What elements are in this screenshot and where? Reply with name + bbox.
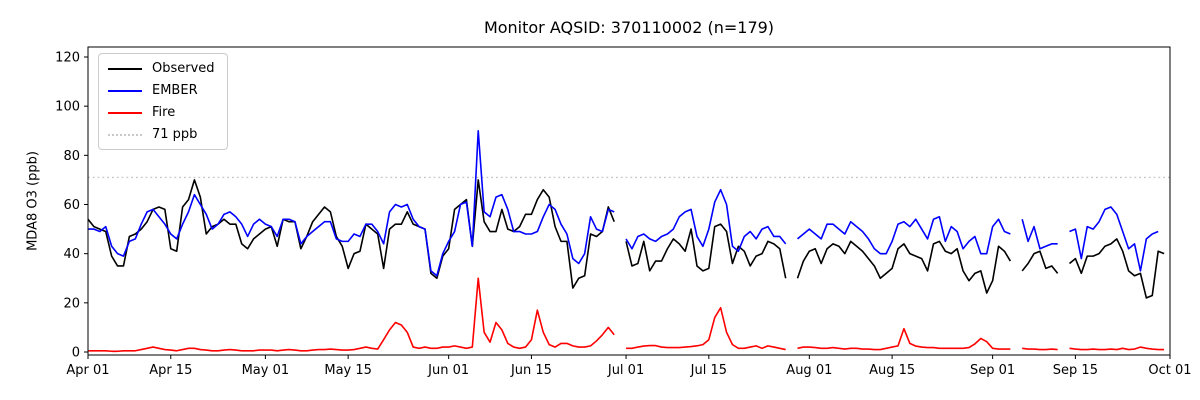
x-tick-label: Sep 01 — [970, 363, 1015, 378]
legend-item-ember: EMBER — [108, 83, 215, 98]
x-tick-label: Aug 01 — [786, 363, 832, 378]
x-tick-label: Aug 15 — [869, 363, 915, 378]
series-line-fire — [88, 277, 615, 353]
series-line-fire — [1022, 347, 1058, 351]
x-tick-label: Oct 01 — [1148, 363, 1191, 378]
x-tick-label: May 01 — [242, 363, 290, 378]
series-line-observed — [1068, 238, 1165, 299]
legend: Observed EMBER Fire 71 ppb — [98, 53, 228, 150]
y-tick-label: 80 — [63, 149, 80, 164]
y-tick-label: 100 — [55, 100, 80, 115]
x-tick-label: May 15 — [324, 363, 372, 378]
series-line-observed — [1021, 250, 1059, 274]
legend-item-threshold: 71 ppb — [108, 127, 215, 142]
series-line-fire — [797, 327, 1011, 351]
series-line-observed — [796, 240, 1012, 294]
y-tick-label: 60 — [63, 198, 80, 213]
y-tick-label: 0 — [72, 346, 80, 361]
chart-title: Monitor AQSID: 370110002 (n=179) — [483, 18, 775, 37]
legend-label-ember: EMBER — [152, 83, 198, 98]
threshold-line-swatch — [108, 133, 142, 136]
legend-item-fire: Fire — [108, 105, 215, 120]
plot-border — [87, 46, 1171, 356]
y-tick-label: 40 — [63, 247, 80, 262]
x-tick-label: Jun 15 — [510, 363, 552, 378]
series-line-ember — [1069, 206, 1159, 272]
series-line-ember — [625, 188, 787, 253]
y-tick-label: 120 — [55, 51, 80, 66]
legend-label-threshold: 71 ppb — [152, 127, 198, 142]
ember-line-swatch — [108, 89, 142, 92]
series-line-observed — [87, 179, 615, 289]
x-tick-label: Apr 01 — [66, 363, 109, 378]
legend-label-observed: Observed — [152, 61, 215, 76]
series-line-ember — [88, 129, 615, 277]
fire-line-swatch — [108, 111, 142, 114]
series-line-fire — [626, 306, 786, 351]
y-tick-label: 20 — [63, 296, 80, 311]
series-line-ember — [796, 215, 1011, 255]
x-tick-label: Sep 15 — [1053, 363, 1098, 378]
x-tick-label: Apr 15 — [149, 363, 192, 378]
legend-item-observed: Observed — [108, 61, 215, 76]
series-line-ember — [1021, 219, 1058, 250]
series-line-observed — [625, 223, 787, 279]
observed-line-swatch — [108, 67, 142, 70]
x-tick-label: Jun 01 — [427, 363, 469, 378]
x-tick-label: Jul 15 — [690, 363, 727, 378]
legend-label-fire: Fire — [152, 105, 176, 120]
x-tick-label: Jul 01 — [607, 363, 644, 378]
series-line-fire — [1069, 346, 1165, 351]
